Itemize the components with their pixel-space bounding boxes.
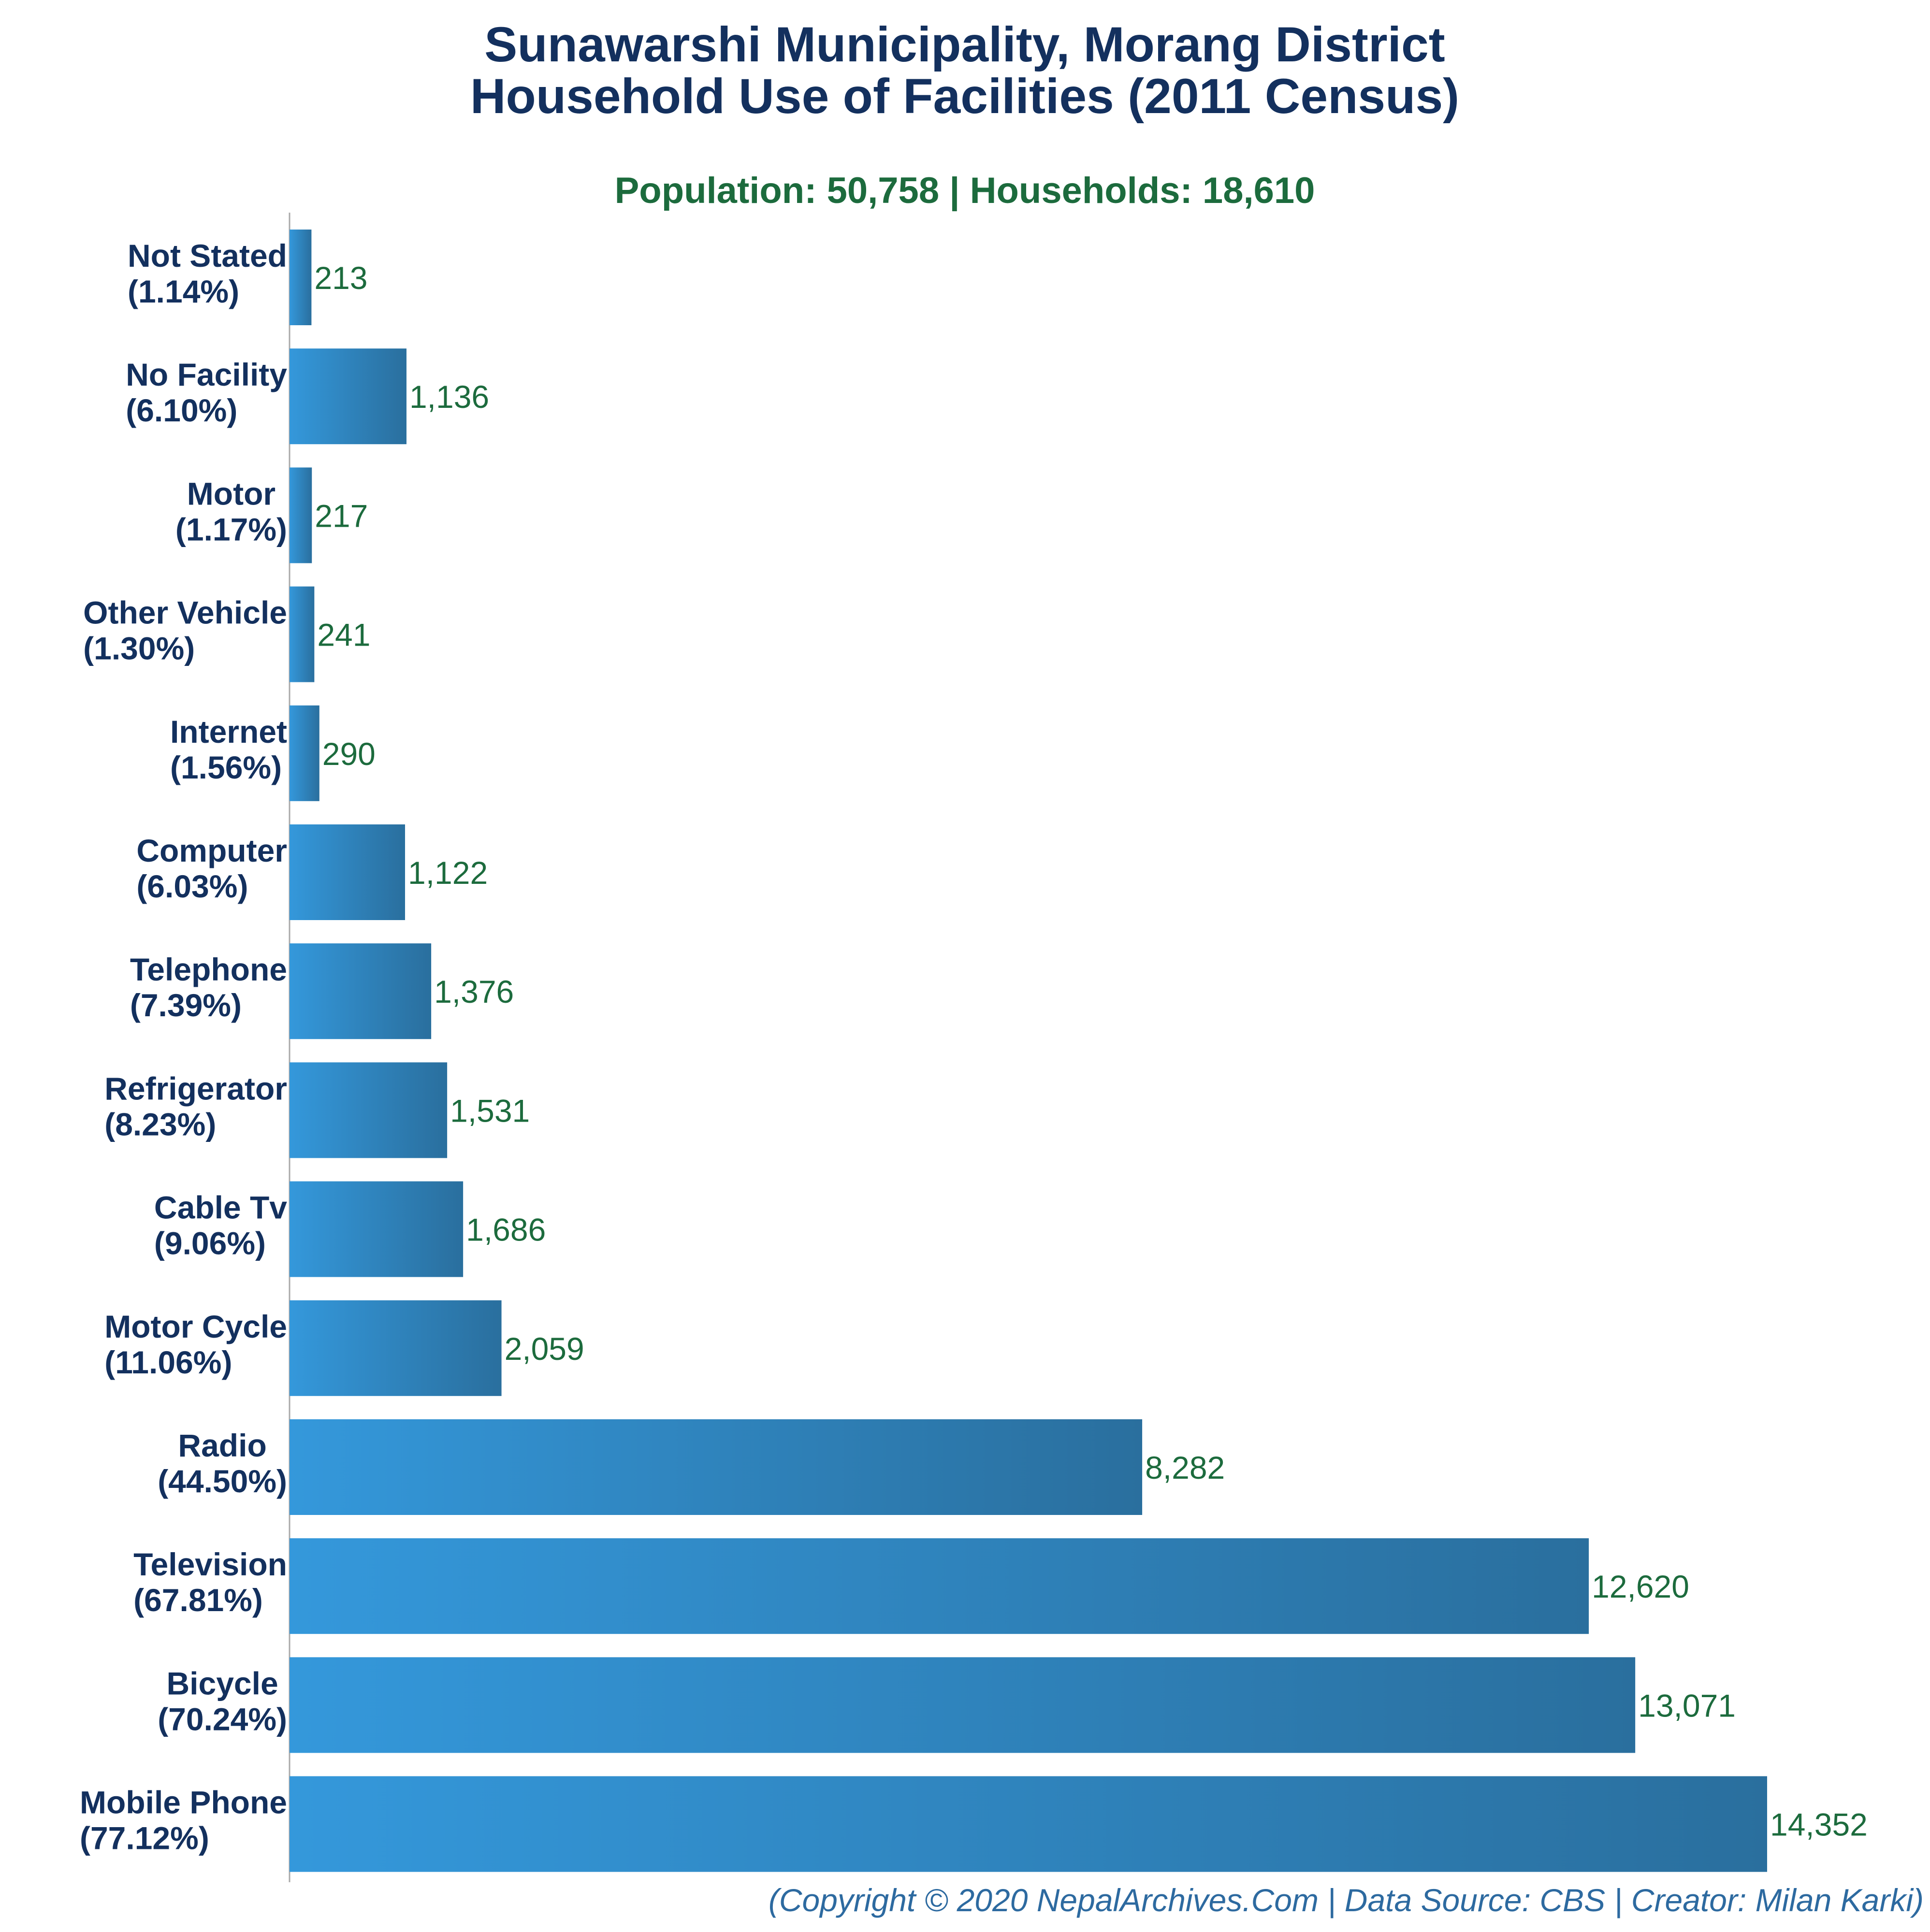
chart-subtitle: Population: 50,758 | Households: 18,610 — [615, 170, 1315, 212]
bar-refrigerator — [290, 1062, 448, 1158]
bar-motor — [290, 467, 312, 563]
value-label: 13,071 — [1638, 1687, 1736, 1723]
value-label: 241 — [317, 617, 370, 653]
category-label: Other Vehicle — [83, 595, 287, 631]
percent-label: (8.23%) — [104, 1106, 216, 1142]
percent-label: (1.14%) — [128, 274, 239, 309]
percent-label: (70.24%) — [158, 1701, 287, 1737]
bar-motor-cycle — [290, 1300, 502, 1396]
value-label: 8,282 — [1145, 1450, 1225, 1485]
percent-label: (11.06%) — [104, 1344, 232, 1380]
bar-not-stated — [290, 230, 312, 325]
category-label: Not Stated — [128, 238, 287, 274]
percent-label: (9.06%) — [154, 1226, 266, 1261]
value-label: 1,122 — [408, 855, 488, 891]
category-label: Television — [133, 1546, 287, 1582]
percent-label: (1.17%) — [175, 511, 287, 547]
value-label: 1,376 — [434, 974, 514, 1009]
category-label: Internet — [170, 714, 287, 750]
category-label: Mobile Phone — [80, 1785, 287, 1820]
value-label: 1,531 — [450, 1093, 530, 1128]
category-label: Motor Cycle — [104, 1309, 287, 1344]
percent-label: (6.03%) — [136, 868, 248, 904]
percent-label: (44.50%) — [158, 1463, 287, 1499]
bar-bicycle — [290, 1657, 1636, 1753]
category-label: No Facility — [126, 357, 287, 392]
percent-label: (6.10%) — [126, 392, 237, 428]
value-label: 14,352 — [1770, 1807, 1868, 1843]
value-label: 12,620 — [1592, 1569, 1689, 1604]
bar-no-facility — [290, 348, 406, 445]
bar-other-vehicle — [290, 586, 315, 682]
value-label: 290 — [322, 736, 376, 772]
category-label: Bicycle — [167, 1665, 278, 1701]
value-label: 1,136 — [409, 379, 489, 415]
value-label: 2,059 — [505, 1331, 584, 1367]
value-label: 1,686 — [466, 1212, 546, 1248]
chart-title: Sunawarshi Municipality, Morang District — [484, 17, 1445, 72]
bar-computer — [290, 824, 405, 920]
chart-title-line2: Household Use of Facilities (2011 Census… — [470, 69, 1459, 124]
category-label: Computer — [136, 833, 287, 868]
bar-internet — [290, 705, 319, 801]
percent-label: (77.12%) — [80, 1820, 209, 1856]
category-label: Cable Tv — [154, 1190, 287, 1226]
bar-radio — [290, 1419, 1143, 1515]
category-label: Radio — [178, 1427, 266, 1463]
value-label: 217 — [315, 498, 368, 533]
percent-label: (67.81%) — [133, 1582, 263, 1618]
percent-label: (1.30%) — [83, 631, 195, 666]
bar-telephone — [290, 943, 432, 1039]
value-label: 213 — [314, 260, 367, 296]
percent-label: (7.39%) — [130, 987, 242, 1023]
bar-television — [290, 1538, 1589, 1634]
bar-cable-tv — [290, 1181, 464, 1277]
category-label: Telephone — [130, 952, 287, 987]
chart-footer: (Copyright © 2020 NepalArchives.Com | Da… — [769, 1882, 1924, 1919]
bar-mobile-phone — [290, 1776, 1767, 1872]
category-label: Motor — [187, 476, 276, 511]
percent-label: (1.56%) — [170, 750, 282, 785]
category-label: Refrigerator — [104, 1070, 287, 1106]
bars-layer: 213 Not Stated(1.14%) 1,136 No Facility(6.1… — [80, 230, 1868, 1872]
